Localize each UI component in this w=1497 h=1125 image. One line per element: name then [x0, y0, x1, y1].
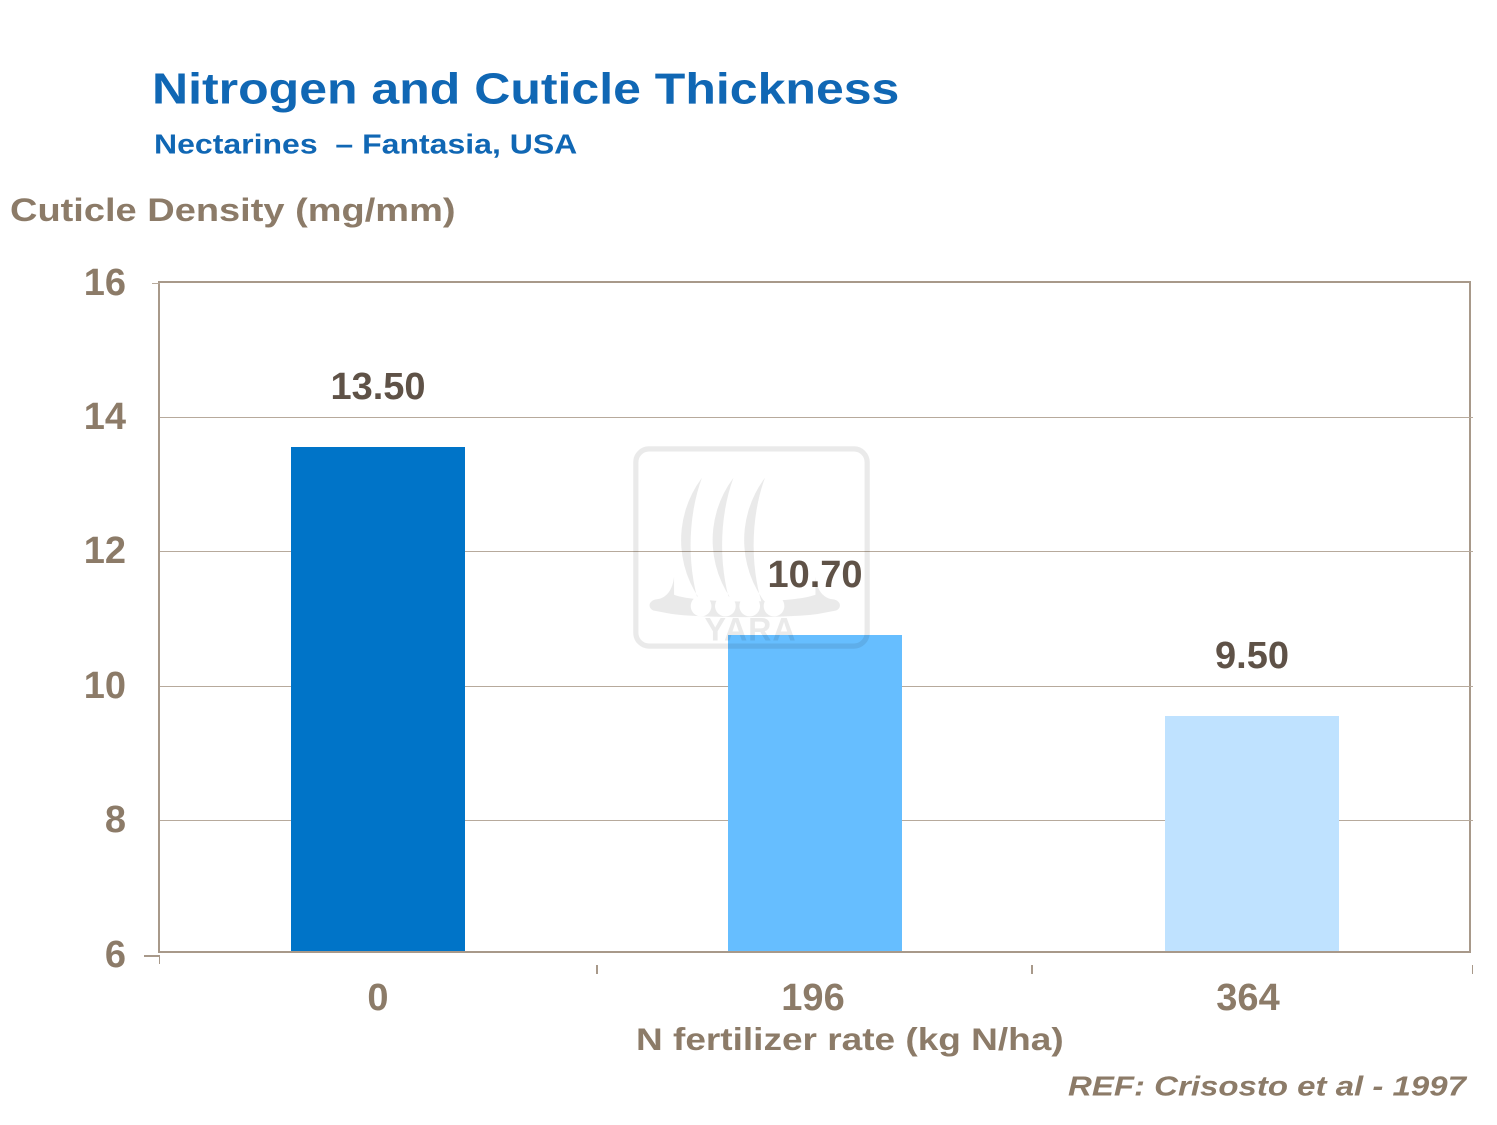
svg-text:YARA: YARA	[704, 611, 796, 647]
